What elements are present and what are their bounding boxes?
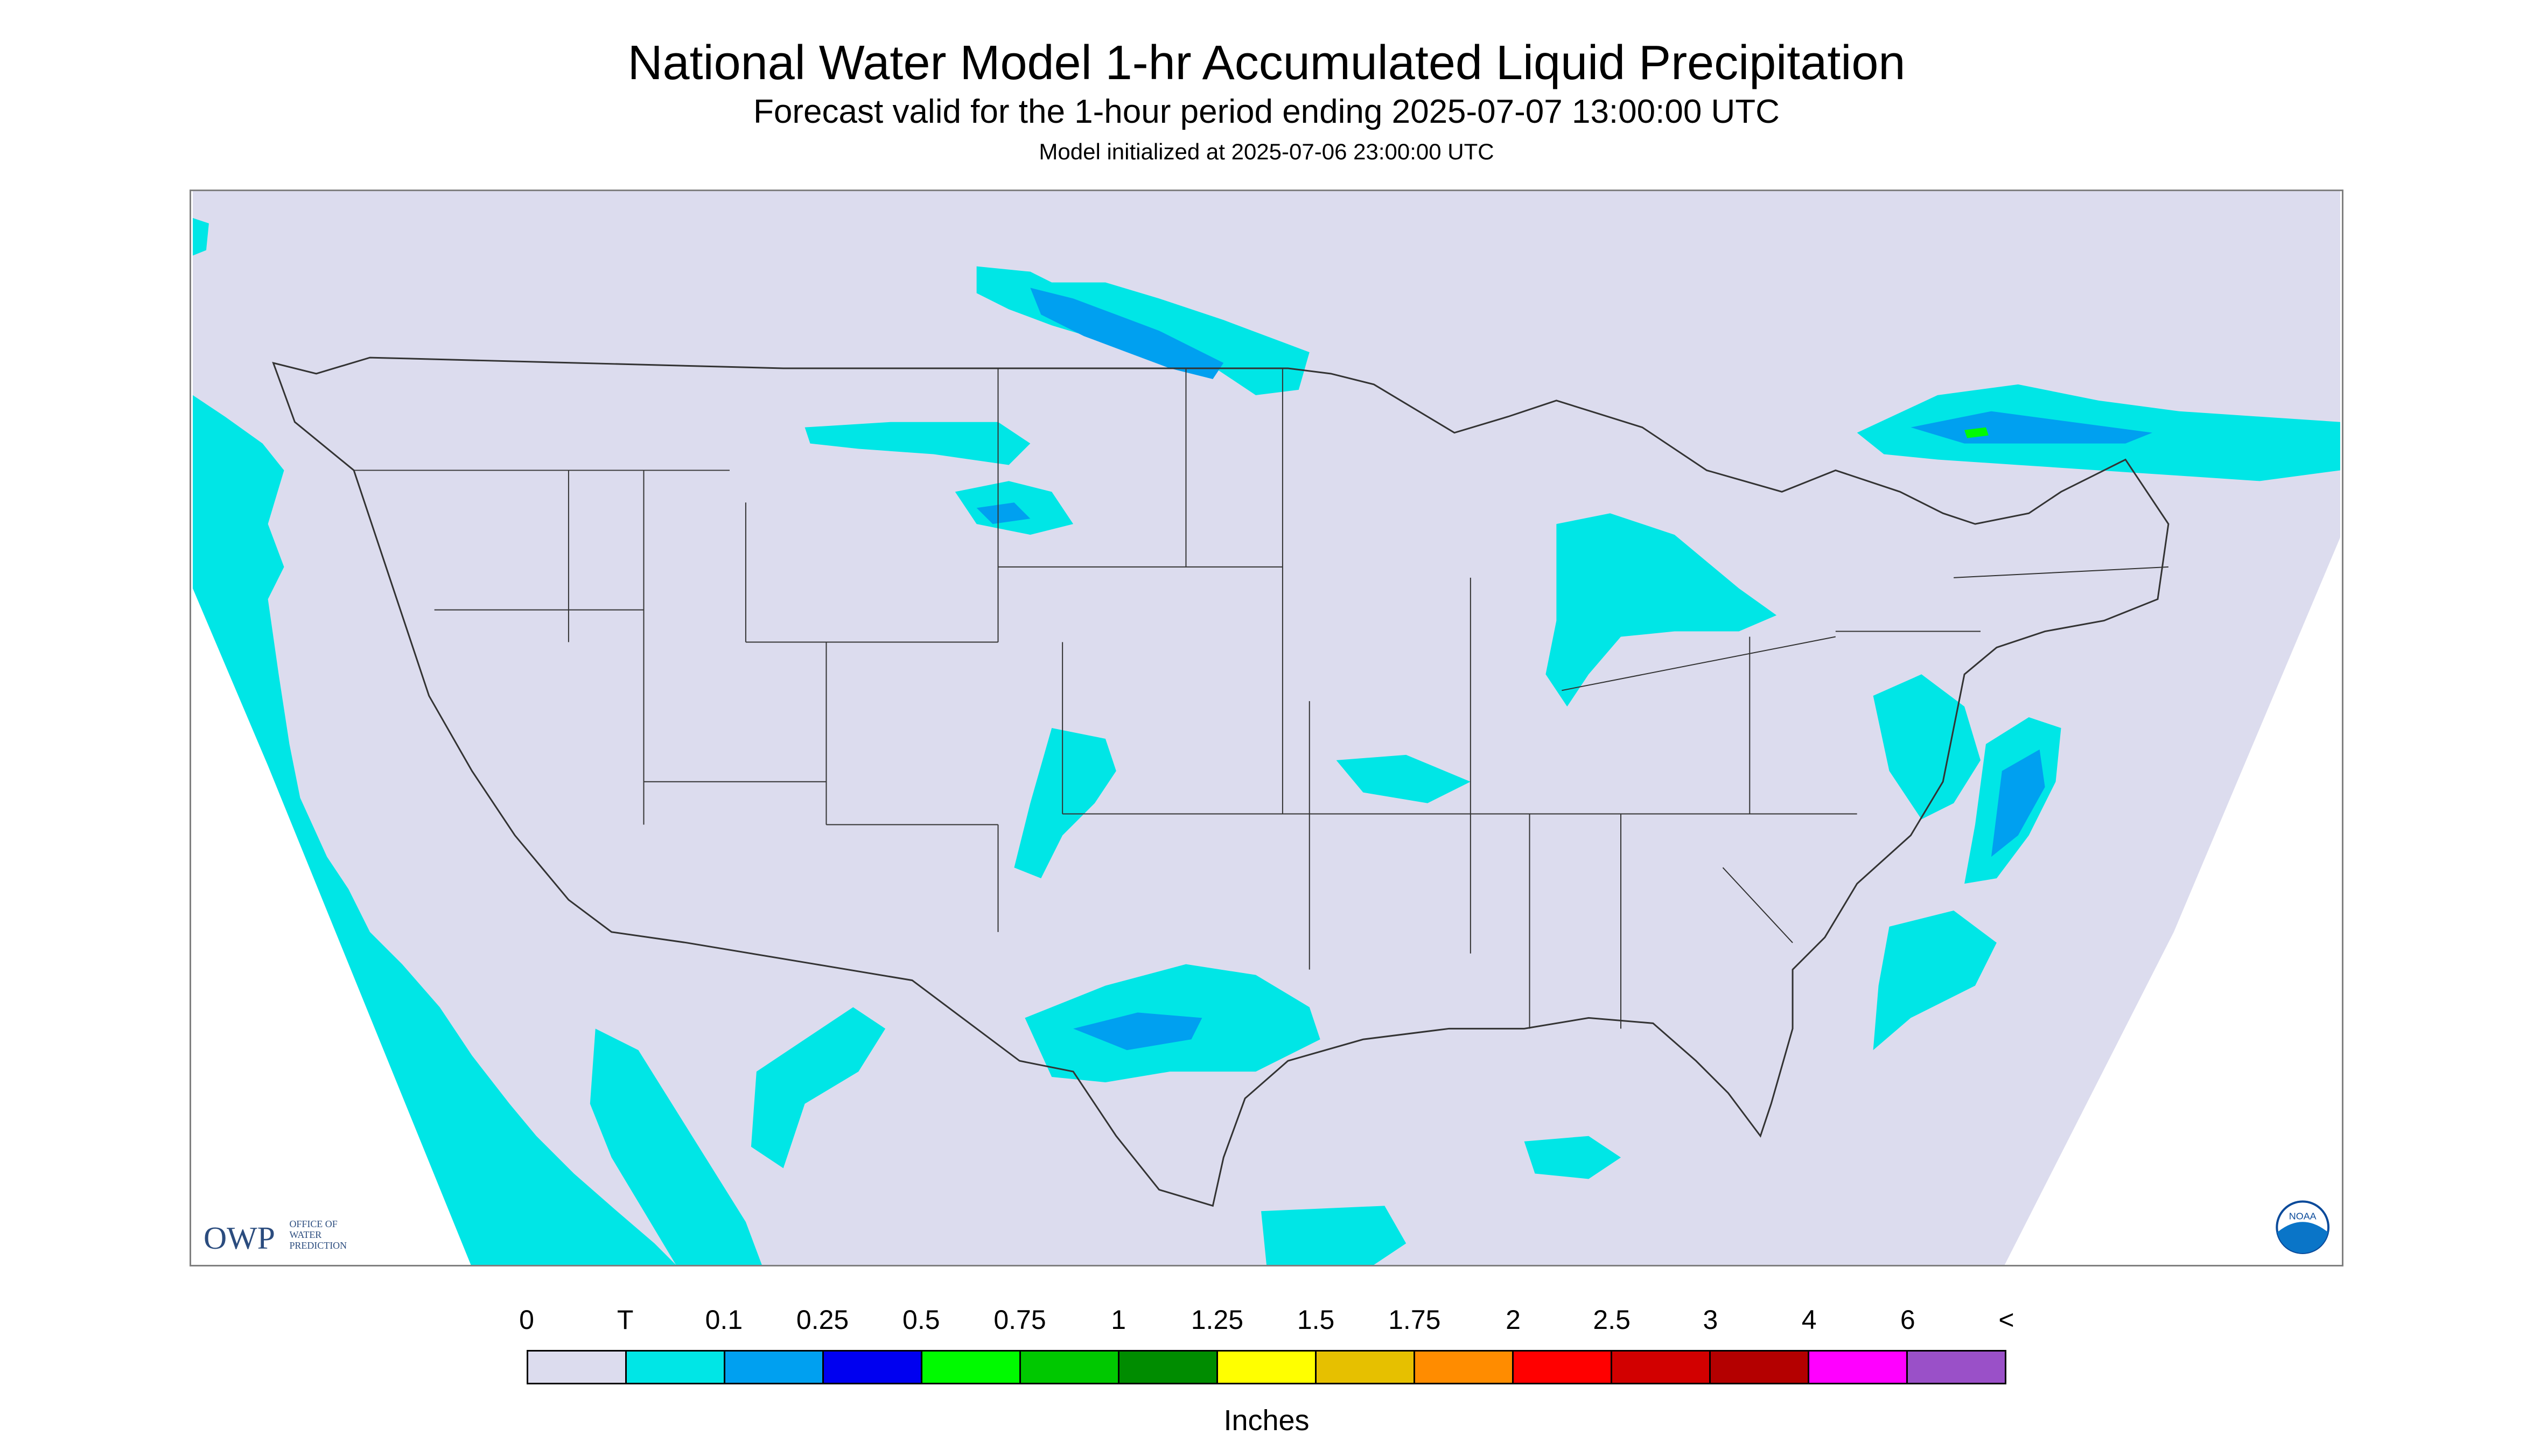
legend-swatch <box>1415 1352 1514 1383</box>
precip-gulf <box>1524 1136 1621 1179</box>
legend-swatch <box>1612 1352 1711 1383</box>
legend-tick-label: 0 <box>519 1305 534 1335</box>
map-canvas: OWP OFFICE OF WATER PREDICTION NOAA <box>193 191 2340 1265</box>
legend-swatch <box>627 1352 725 1383</box>
precipitation-map: OWP OFFICE OF WATER PREDICTION NOAA <box>190 190 2343 1266</box>
legend-tick-label: 1.5 <box>1297 1305 1335 1335</box>
legend-swatch <box>1514 1352 1612 1383</box>
owp-line-2: WATER <box>289 1229 321 1240</box>
pnw-precip <box>193 218 209 256</box>
legend-swatch <box>1119 1352 1218 1383</box>
precip-nd-band <box>804 422 1031 465</box>
legend-tick-label: 2.5 <box>1593 1305 1631 1335</box>
precip-north-plains-core <box>1030 288 1224 379</box>
owp-line-3: PREDICTION <box>289 1240 347 1251</box>
legend-swatch <box>1021 1352 1119 1383</box>
precip-mexico <box>751 1007 886 1168</box>
legend-swatch <box>1317 1352 1415 1383</box>
state-borders <box>354 368 2169 1029</box>
owp-line-1: OFFICE OF <box>289 1219 337 1229</box>
legend-swatch <box>1809 1352 1908 1383</box>
precip-missouri <box>1336 754 1471 803</box>
legend-swatch <box>528 1352 627 1383</box>
owp-mark: OWP <box>204 1220 275 1256</box>
legend-tick-label: 6 <box>1900 1305 1915 1335</box>
legend-tick-label: 0.1 <box>705 1305 743 1335</box>
noaa-text: NOAA <box>2289 1210 2317 1221</box>
legend-swatch <box>725 1352 824 1383</box>
map-title: National Water Model 1-hr Accumulated Li… <box>627 36 1906 90</box>
precip-ok-panhandle <box>1014 728 1116 879</box>
precip-texas-core <box>1073 1012 1202 1051</box>
legend-swatch <box>1908 1352 2005 1383</box>
legend-tick-label: 0.25 <box>796 1305 849 1335</box>
legend-colorbar <box>527 1350 2006 1384</box>
legend-tick-label: T <box>617 1305 634 1335</box>
noaa-logo: NOAA <box>2276 1200 2330 1255</box>
precip-quebec-peak <box>1964 427 1989 438</box>
legend-tick-label: 1 <box>1111 1305 1126 1335</box>
legend-tick-label: 0.5 <box>902 1305 940 1335</box>
model-init-line: Model initialized at 2025-07-06 23:00:00… <box>1039 139 1494 164</box>
legend-swatch <box>922 1352 1021 1383</box>
legend-tick-label: 1.25 <box>1191 1305 1244 1335</box>
legend-tick-label: < <box>1998 1305 2014 1335</box>
owp-logo: OWP OFFICE OF WATER PREDICTION <box>204 1219 347 1256</box>
precip-great-lakes <box>1545 513 1777 707</box>
pacific-precip-band <box>193 395 676 1265</box>
precip-mid-atlantic <box>1873 674 1981 820</box>
model-domain <box>193 191 2340 1265</box>
legend-swatch <box>1218 1352 1317 1383</box>
legend-swatch <box>1711 1352 1809 1383</box>
precip-sd-core <box>976 502 1031 524</box>
baja-precip <box>590 1028 762 1265</box>
precip-gulf-south <box>1261 1206 1407 1265</box>
precip-atlantic-core <box>1991 749 2045 857</box>
legend-tick-label: 1.75 <box>1388 1305 1441 1335</box>
legend-tick-label: 3 <box>1703 1305 1718 1335</box>
precip-southeast-offshore <box>1873 910 1997 1051</box>
precipitation-legend: 0 T 0.1 0.25 0.5 0.75 1 1.25 1.5 1.75 2 2.5 3 4 6 < Inc… <box>519 1293 2014 1444</box>
legend-tick-label: 0.75 <box>993 1305 1046 1335</box>
forecast-valid-subtitle: Forecast valid for the 1-hour period end… <box>753 93 1780 130</box>
legend-units: Inches <box>1223 1404 1310 1437</box>
legend-swatch <box>824 1352 922 1383</box>
us-outline <box>272 356 2170 1207</box>
legend-tick-label: 2 <box>1506 1305 1521 1335</box>
legend-tick-label: 4 <box>1801 1305 1817 1335</box>
